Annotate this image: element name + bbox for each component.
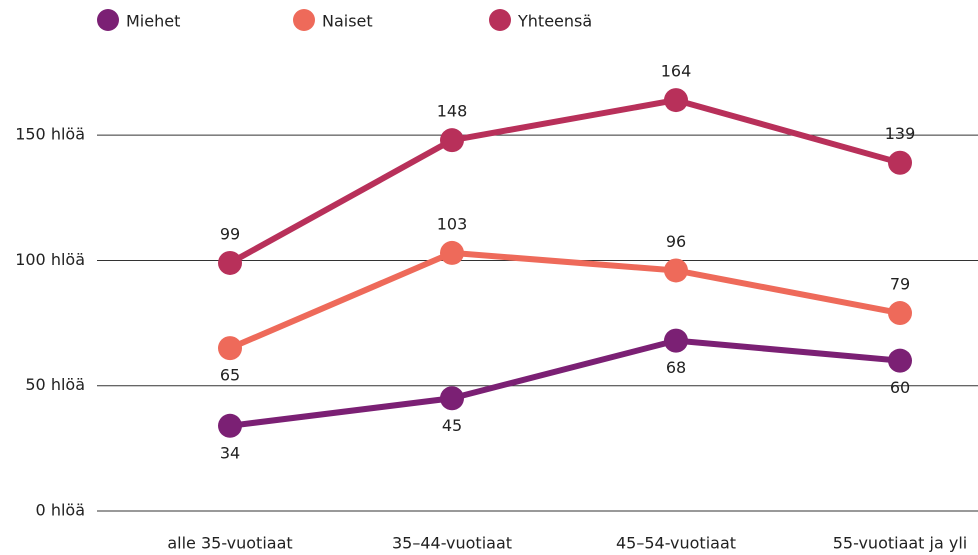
data-point — [664, 328, 688, 353]
data-point — [664, 88, 688, 113]
legend-marker — [97, 9, 119, 31]
data-label: 139 — [885, 124, 916, 143]
series-line — [228, 249, 901, 351]
data-point — [218, 250, 242, 275]
legend-label: Naiset — [322, 12, 373, 31]
data-point — [218, 413, 242, 438]
data-label: 99 — [220, 224, 240, 243]
data-label: 68 — [666, 358, 686, 377]
x-tick-label: 35–44-vuotiaat — [392, 534, 512, 553]
y-tick-label: 0 hlöä — [36, 501, 85, 520]
data-label: 164 — [661, 62, 692, 81]
x-tick-label: alle 35-vuotiaat — [167, 534, 292, 553]
data-label: 60 — [890, 378, 910, 397]
y-tick-label: 150 hlöä — [15, 125, 85, 144]
data-point — [664, 258, 688, 283]
series-line — [228, 97, 901, 266]
x-tick-label: 45–54-vuotiaat — [616, 534, 736, 553]
data-label: 79 — [890, 275, 910, 294]
data-label: 34 — [220, 443, 240, 462]
data-label: 65 — [220, 366, 240, 385]
y-tick-label: 50 hlöä — [25, 375, 85, 394]
data-label: 148 — [437, 102, 468, 121]
data-point — [888, 348, 912, 373]
data-point — [440, 386, 464, 411]
data-point — [888, 301, 912, 326]
legend-label: Yhteensä — [517, 12, 592, 31]
data-label: 103 — [437, 214, 468, 233]
data-label: 45 — [442, 416, 462, 435]
y-tick-label: 100 hlöä — [15, 250, 85, 269]
data-point — [440, 128, 464, 153]
legend-label: Miehet — [126, 12, 180, 31]
data-point — [440, 240, 464, 265]
legend-marker — [489, 9, 511, 31]
data-label: 96 — [666, 232, 686, 251]
legend-marker — [293, 9, 315, 31]
data-point — [218, 336, 242, 361]
x-tick-label: 55-vuotiaat ja yli — [833, 534, 967, 553]
data-point — [888, 150, 912, 175]
series-line — [229, 337, 901, 429]
